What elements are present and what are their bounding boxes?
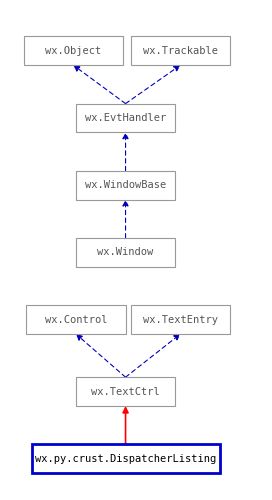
- Text: wx.py.crust.DispatcherListing: wx.py.crust.DispatcherListing: [35, 454, 216, 464]
- Text: wx.Control: wx.Control: [45, 314, 107, 324]
- FancyBboxPatch shape: [131, 36, 230, 65]
- FancyBboxPatch shape: [76, 377, 175, 406]
- Text: wx.WindowBase: wx.WindowBase: [85, 180, 166, 190]
- Text: wx.Window: wx.Window: [97, 248, 154, 258]
- FancyBboxPatch shape: [76, 171, 175, 200]
- Text: wx.TextCtrl: wx.TextCtrl: [91, 386, 160, 396]
- FancyBboxPatch shape: [24, 36, 123, 65]
- FancyBboxPatch shape: [131, 305, 230, 334]
- FancyBboxPatch shape: [26, 305, 126, 334]
- FancyBboxPatch shape: [32, 444, 220, 473]
- Text: wx.Object: wx.Object: [45, 46, 101, 56]
- Text: wx.EvtHandler: wx.EvtHandler: [85, 113, 166, 123]
- Text: wx.TextEntry: wx.TextEntry: [143, 314, 218, 324]
- FancyBboxPatch shape: [76, 238, 175, 267]
- Text: wx.Trackable: wx.Trackable: [143, 46, 218, 56]
- FancyBboxPatch shape: [76, 104, 175, 132]
